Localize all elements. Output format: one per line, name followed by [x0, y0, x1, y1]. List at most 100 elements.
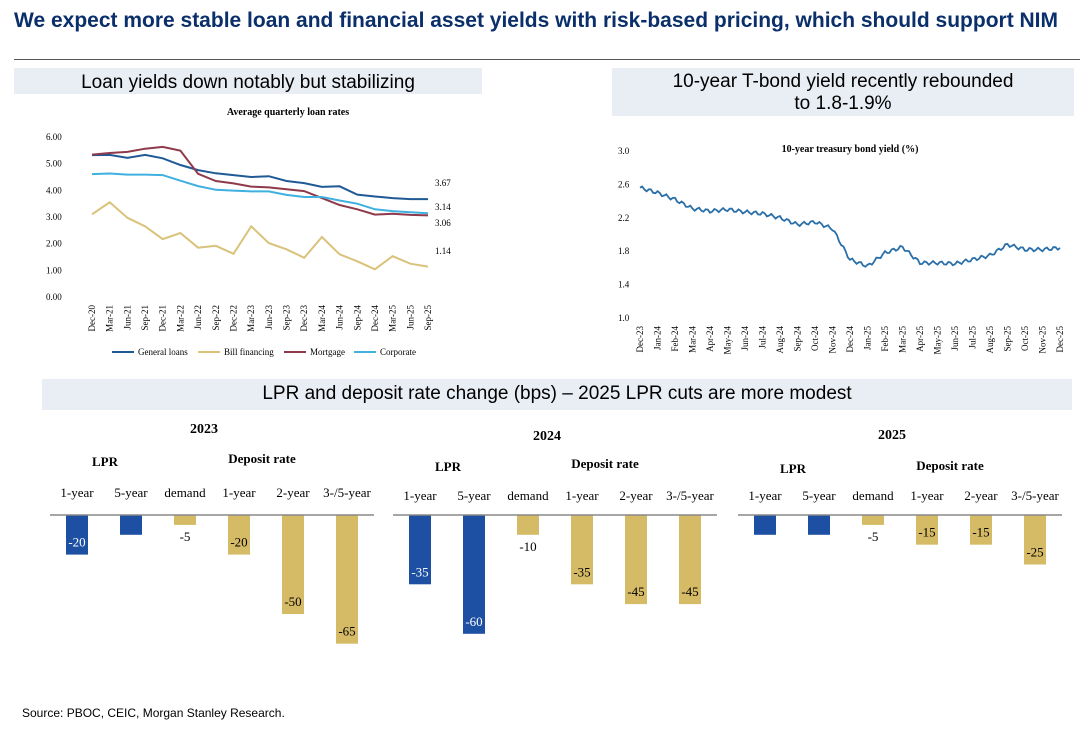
x-tick-label: Sep-23	[282, 305, 292, 331]
category-label: demand	[164, 485, 206, 500]
x-tick-label: Jun-24	[335, 305, 345, 330]
bar	[517, 515, 539, 535]
y-tick-label: 6.00	[46, 132, 62, 142]
x-tick-label: Jun-21	[122, 305, 132, 330]
y-tick-label: 1.8	[618, 246, 630, 256]
rate-change-chart-2025: 2025 LPR Deposit rate 1-year 5-year demand 1-y…	[738, 428, 1062, 565]
category-label: 1-year	[403, 488, 437, 503]
y-tick-label: 5.00	[46, 159, 62, 169]
x-tick-label: Nov-24	[828, 326, 838, 354]
category-label: 1-year	[60, 485, 94, 500]
page-title: We expect more stable loan and financial…	[14, 9, 1059, 32]
y-tick-label: 1.0	[618, 313, 630, 323]
bar	[571, 515, 593, 585]
x-tick-label: Mar-21	[105, 305, 115, 332]
x-tick-label: Sep-22	[211, 305, 221, 331]
category-label: 5-year	[457, 488, 491, 503]
year-title: 2025	[878, 428, 906, 443]
bar	[679, 515, 701, 605]
group-label-lpr: LPR	[435, 459, 462, 474]
title-divider	[14, 59, 1080, 60]
category-label: demand	[852, 488, 894, 503]
y-tick-label: 4.00	[46, 185, 62, 195]
x-tick-label: Sep-25	[1003, 326, 1013, 352]
bar	[120, 515, 142, 535]
group-label-deposit: Deposit rate	[916, 458, 984, 473]
bond-yield-chart: 10-year treasury bond yield (%) 1.0 1.4 1.8…	[618, 144, 1065, 355]
bar	[228, 515, 250, 555]
legend-label: Bill financing	[224, 347, 274, 357]
rate-change-chart-2024: 2024 LPR Deposit rate 1-year 5-year demand 1-y…	[393, 429, 717, 634]
x-tick-label: Mar-25	[898, 326, 908, 353]
end-value-label: 3.14	[435, 202, 451, 212]
x-tick-label: Jan-25	[863, 326, 873, 350]
bar-value-label: -20	[68, 535, 85, 550]
bond-header-line2: to 1.8-1.9%	[794, 93, 892, 114]
x-tick-label: Dec-23	[299, 305, 309, 332]
rate-change-chart-2023: 2023 LPR Deposit rate 1-year 5-year demand 1-y…	[50, 422, 374, 644]
x-tick-label: Dec-22	[228, 305, 238, 332]
y-tick-label: 3.0	[618, 146, 630, 156]
x-tick-label: Sep-21	[140, 305, 150, 331]
rates-panel-header: LPR and deposit rate change (bps) – 2025…	[42, 379, 1072, 410]
bar	[174, 515, 196, 525]
bar	[754, 515, 776, 535]
bar-value-label: -15	[972, 525, 989, 540]
x-tick-label: Mar-23	[246, 305, 256, 332]
x-tick-label: Jun-24	[740, 326, 750, 351]
y-tick-label: 2.00	[46, 239, 62, 249]
chart-title: Average quarterly loan rates	[227, 107, 349, 118]
x-tick-label: Mar-24	[317, 305, 327, 332]
x-tick-label: Jan-24	[653, 326, 663, 350]
bar	[282, 515, 304, 614]
category-label: 1-year	[910, 488, 944, 503]
x-tick-label: Dec-25	[1055, 326, 1065, 353]
x-tick-label: Dec-21	[158, 305, 168, 332]
y-tick-label: 1.00	[46, 265, 62, 275]
bar-value-label: -15	[918, 525, 935, 540]
x-tick-label: Dec-20	[87, 305, 97, 332]
category-label: 1-year	[222, 485, 256, 500]
category-label: 5-year	[802, 488, 836, 503]
bond-panel-header: 10-year T-bond yield recently rebounded …	[612, 68, 1074, 116]
category-label: 2-year	[619, 488, 653, 503]
bar-value-label: -25	[1026, 545, 1043, 560]
category-label: 1-year	[565, 488, 599, 503]
x-tick-label: Nov-25	[1038, 326, 1048, 354]
bar	[625, 515, 647, 605]
legend-label: Corporate	[380, 347, 416, 357]
bar-value-label: -5	[180, 529, 191, 544]
x-tick-label: Feb-24	[670, 326, 680, 352]
category-label: 2-year	[276, 485, 310, 500]
chart-title: 10-year treasury bond yield (%)	[782, 144, 919, 155]
x-tick-label: Aug-24	[775, 326, 785, 354]
bar-value-label: -35	[573, 564, 590, 579]
bar-value-label: -45	[681, 584, 698, 599]
y-tick-label: 3.00	[46, 212, 62, 222]
bar	[66, 515, 88, 555]
source-note: Source: PBOC, CEIC, Morgan Stanley Resea…	[22, 706, 285, 720]
bar-value-label: -10	[122, 539, 139, 554]
x-tick-label: Sep-24	[352, 305, 362, 331]
bar	[862, 515, 884, 525]
series-line-general-loans	[91, 153, 428, 201]
bar	[409, 515, 431, 585]
x-tick-label: Dec-24	[370, 305, 380, 332]
bond-header-line1: 10-year T-bond yield recently rebounded	[672, 71, 1014, 92]
x-tick-label: Jul-25	[968, 326, 978, 349]
bar-value-label: -35	[411, 564, 428, 579]
x-tick-label: Aug-25	[985, 326, 995, 354]
legend-label: General loans	[138, 347, 188, 357]
series-line-corporate	[91, 172, 429, 215]
bar-value-label: -10	[810, 539, 827, 554]
bar	[916, 515, 938, 545]
bar-value-label: -5	[868, 529, 879, 544]
x-tick-label: Mar-25	[388, 305, 398, 332]
category-label: demand	[507, 488, 549, 503]
y-tick-label: 0.00	[46, 292, 62, 302]
x-tick-label: Sep-25	[423, 305, 433, 331]
x-tick-label: Jun-25	[405, 305, 415, 330]
x-tick-label: May-25	[933, 326, 943, 355]
x-tick-label: Dec-24	[845, 326, 855, 353]
y-tick-label: 2.6	[618, 179, 630, 189]
